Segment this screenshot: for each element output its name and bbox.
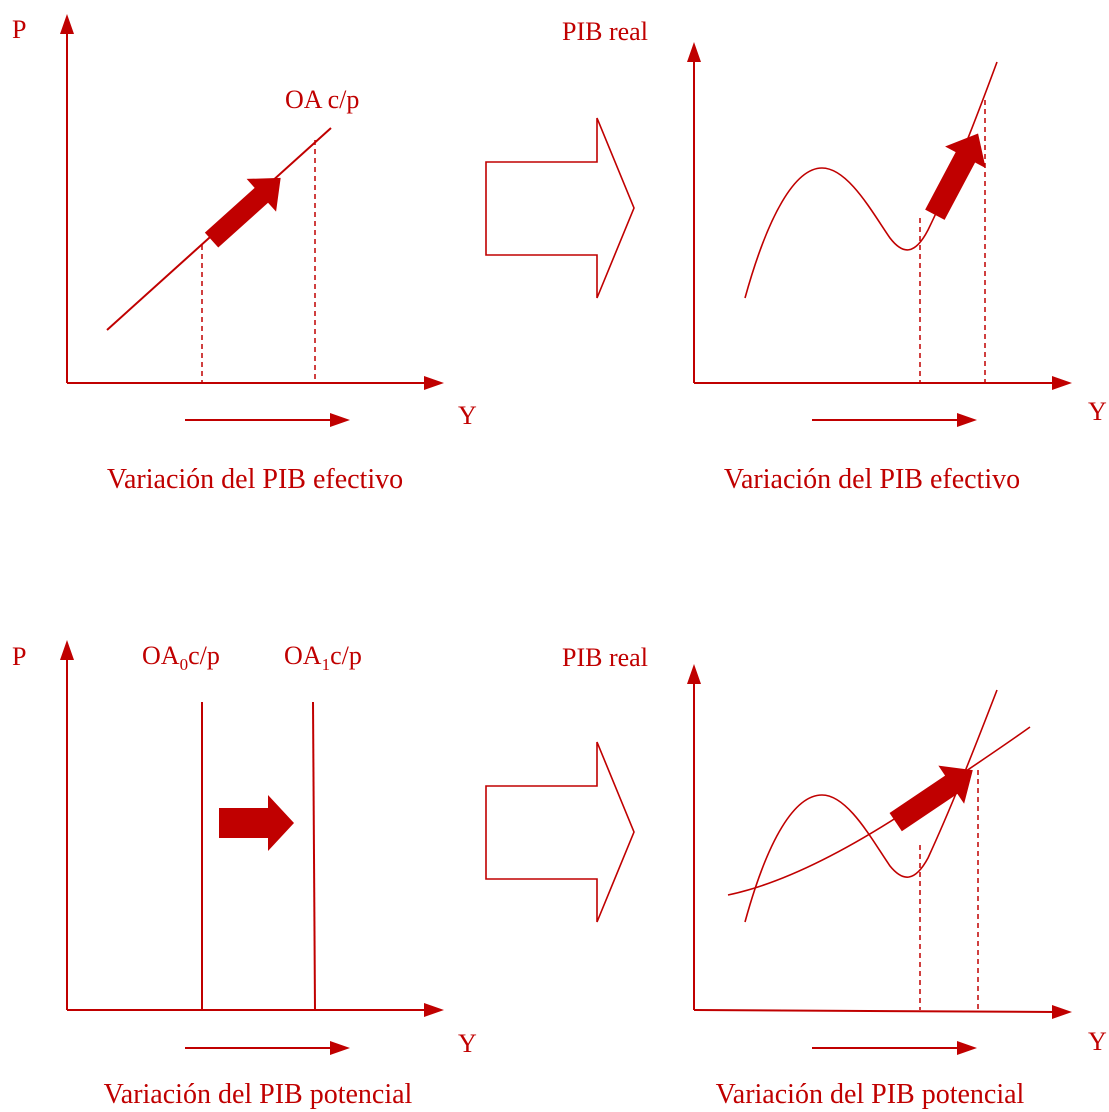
output-curve — [744, 689, 998, 923]
output-arrow-head — [957, 413, 977, 427]
caption: Variación del PIB efectivo — [724, 464, 1020, 495]
output-arrow-head — [330, 1041, 350, 1055]
caption: Variación del PIB potencial — [104, 1079, 413, 1110]
transition-arrow-bottom — [485, 741, 635, 923]
x-axis-label: Y — [458, 401, 477, 430]
y-axis-arrowhead — [687, 664, 701, 684]
caption: Variación del PIB efectivo — [107, 464, 403, 495]
supply-curve-oa1 — [312, 701, 316, 1011]
movement-arrow — [204, 177, 281, 248]
panel-bottom-left: P Y OA0c/p OA1c/p Variación del PIB pote… — [12, 640, 477, 1110]
y-axis-label: PIB real — [562, 643, 648, 672]
output-arrow-head — [330, 413, 350, 427]
panel-top-left: P Y OA c/p Variación del PIB efectivo — [12, 14, 477, 495]
x-axis-arrowhead — [424, 376, 444, 390]
y-axis-label: P — [12, 642, 26, 671]
curve-label-oa: OA c/p — [285, 85, 359, 114]
curve-label-oa0: OA0c/p — [142, 641, 220, 674]
x-axis-arrowhead — [1052, 1005, 1072, 1019]
movement-arrow — [889, 765, 973, 832]
x-axis-label: Y — [458, 1029, 477, 1058]
curve-label-oa1: OA1c/p — [284, 641, 362, 674]
transition-arrow-top — [485, 117, 635, 299]
potential-output-trend — [727, 726, 1031, 896]
output-arrow-head — [957, 1041, 977, 1055]
y-axis-label: PIB real — [562, 17, 648, 46]
y-axis-label: P — [12, 15, 26, 44]
x-axis-label: Y — [1088, 397, 1107, 426]
y-axis-arrowhead — [60, 640, 74, 660]
x-axis-arrowhead — [1052, 376, 1072, 390]
panel-top-right: PIB real Y Variación del PIB efectivo — [562, 17, 1107, 495]
panel-bottom-right: PIB real Y Variación del PIB potencial — [562, 643, 1107, 1110]
shift-arrow — [219, 795, 294, 851]
movement-arrow — [925, 133, 986, 220]
x-axis-label: Y — [1088, 1027, 1107, 1056]
x-axis — [693, 1009, 1057, 1013]
y-axis-arrowhead — [687, 42, 701, 62]
y-axis-arrowhead — [60, 14, 74, 34]
caption: Variación del PIB potencial — [716, 1079, 1025, 1110]
x-axis-arrowhead — [424, 1003, 444, 1017]
